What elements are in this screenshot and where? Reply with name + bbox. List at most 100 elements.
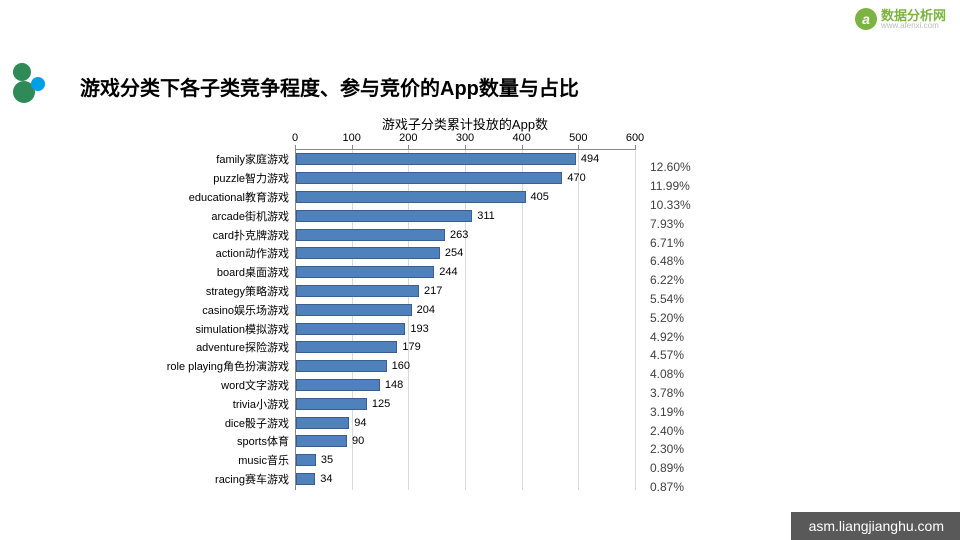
- bar: [296, 435, 347, 447]
- bar-value-label: 217: [424, 285, 442, 297]
- bar-row: educational教育游戏40510.33%: [295, 188, 635, 207]
- category-label: arcade街机游戏: [211, 208, 295, 224]
- brand-right: a 数据分析网 www.afenxi.com: [855, 8, 946, 30]
- percent-label: 4.08%: [650, 367, 684, 381]
- bar-row: simulation模拟游戏1934.92%: [295, 319, 635, 338]
- bar-value-label: 34: [320, 473, 332, 485]
- bar-row: trivia小游戏1253.19%: [295, 394, 635, 413]
- bar-value-label: 405: [531, 191, 549, 203]
- category-label: trivia小游戏: [233, 396, 295, 412]
- category-label: board桌面游戏: [217, 264, 295, 280]
- bar: [296, 341, 397, 353]
- bar: [296, 172, 562, 184]
- category-label: sports体育: [237, 433, 295, 449]
- x-tick-mark: [635, 145, 636, 150]
- category-label: adventure探险游戏: [196, 339, 295, 355]
- bar-row: adventure探险游戏1794.57%: [295, 338, 635, 357]
- bar: [296, 454, 316, 466]
- x-tick-label: 400: [512, 132, 530, 144]
- category-label: dice骰子游戏: [225, 415, 295, 431]
- percent-label: 2.40%: [650, 424, 684, 438]
- bar-value-label: 244: [439, 266, 457, 278]
- percent-label: 0.87%: [650, 480, 684, 494]
- x-tick-label: 500: [569, 132, 587, 144]
- bar-value-label: 263: [450, 229, 468, 241]
- bar: [296, 191, 526, 203]
- bar: [296, 210, 472, 222]
- bar-row: card扑克牌游戏2636.71%: [295, 225, 635, 244]
- bar: [296, 398, 367, 410]
- bar: [296, 379, 380, 391]
- bar-row: music音乐350.89%: [295, 451, 635, 470]
- category-label: simulation模拟游戏: [195, 321, 295, 337]
- brand-letter: a: [862, 11, 870, 27]
- bar-value-label: 254: [445, 247, 463, 259]
- bar-row: sports体育902.30%: [295, 432, 635, 451]
- bar-row: word文字游戏1483.78%: [295, 376, 635, 395]
- category-label: role playing角色扮演游戏: [167, 358, 295, 374]
- category-label: casino娱乐场游戏: [202, 302, 295, 318]
- bar: [296, 323, 405, 335]
- percent-label: 7.93%: [650, 217, 684, 231]
- bar-value-label: 204: [417, 304, 435, 316]
- percent-label: 2.30%: [650, 442, 684, 456]
- category-label: educational教育游戏: [189, 189, 295, 205]
- bar-row: family家庭游戏49412.60%: [295, 150, 635, 169]
- category-label: strategy策略游戏: [206, 283, 295, 299]
- chart-title: 游戏子分类累计投放的App数: [295, 114, 635, 133]
- bar-value-label: 179: [402, 341, 420, 353]
- x-tick-label: 300: [456, 132, 474, 144]
- percent-label: 6.71%: [650, 236, 684, 250]
- category-label: family家庭游戏: [216, 151, 295, 167]
- category-label: word文字游戏: [221, 377, 295, 393]
- page-title: 游戏分类下各子类竞争程度、参与竞价的App数量与占比: [80, 72, 579, 101]
- category-label: racing赛车游戏: [215, 471, 295, 487]
- brand-right-icon: a: [855, 8, 877, 30]
- bar-row: racing赛车游戏340.87%: [295, 470, 635, 489]
- percent-label: 4.92%: [650, 330, 684, 344]
- bar: [296, 266, 434, 278]
- percent-label: 10.33%: [650, 198, 691, 212]
- category-label: action动作游戏: [216, 245, 295, 261]
- bar: [296, 153, 576, 165]
- category-label: music音乐: [238, 452, 295, 468]
- brand-name: 数据分析网: [881, 9, 946, 22]
- bar: [296, 285, 419, 297]
- bar-value-label: 470: [567, 172, 585, 184]
- bar: [296, 417, 349, 429]
- percent-label: 4.57%: [650, 348, 684, 362]
- bar: [296, 229, 445, 241]
- category-label: card扑克牌游戏: [213, 227, 295, 243]
- percent-label: 11.99%: [650, 179, 690, 193]
- percent-label: 12.60%: [650, 160, 691, 174]
- x-tick-label: 0: [292, 132, 298, 144]
- bar-row: board桌面游戏2446.22%: [295, 263, 635, 282]
- bar-row: action动作游戏2546.48%: [295, 244, 635, 263]
- bar-row: strategy策略游戏2175.54%: [295, 282, 635, 301]
- percent-label: 5.54%: [650, 292, 684, 306]
- bar-value-label: 90: [352, 435, 364, 447]
- bar: [296, 360, 387, 372]
- bar-row: role playing角色扮演游戏1604.08%: [295, 357, 635, 376]
- bar-value-label: 160: [392, 360, 410, 372]
- bar: [296, 247, 440, 259]
- bar-value-label: 193: [410, 323, 428, 335]
- bar-row: puzzle智力游戏47011.99%: [295, 169, 635, 188]
- percent-label: 6.22%: [650, 273, 684, 287]
- category-label: puzzle智力游戏: [213, 170, 295, 186]
- x-gridline: [635, 150, 636, 490]
- bar: [296, 473, 315, 485]
- percent-label: 5.20%: [650, 311, 684, 325]
- bar-value-label: 35: [321, 454, 333, 466]
- bar-value-label: 125: [372, 398, 390, 410]
- bar-row: dice骰子游戏942.40%: [295, 413, 635, 432]
- percent-label: 3.78%: [650, 386, 684, 400]
- footer-link[interactable]: asm.liangjianghu.com: [791, 512, 960, 540]
- bar: [296, 304, 412, 316]
- bar-value-label: 94: [354, 417, 366, 429]
- x-tick-label: 200: [399, 132, 417, 144]
- bar-row: arcade街机游戏3117.93%: [295, 206, 635, 225]
- percent-label: 3.19%: [650, 405, 684, 419]
- x-tick-label: 100: [342, 132, 360, 144]
- chart-plot: 0100200300400500600family家庭游戏49412.60%pu…: [295, 150, 635, 490]
